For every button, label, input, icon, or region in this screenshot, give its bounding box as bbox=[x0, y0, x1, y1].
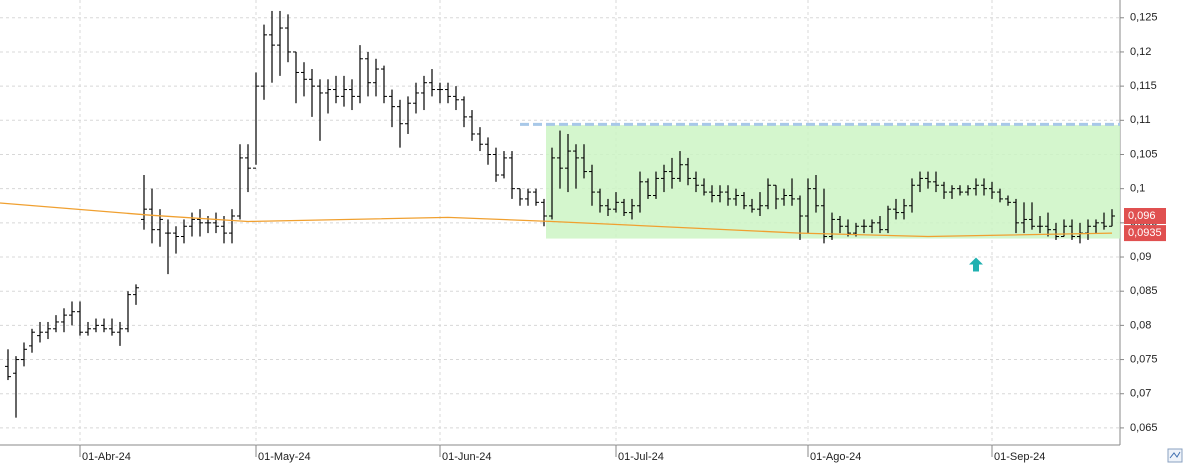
y-tick-label: 0,065 bbox=[1130, 422, 1158, 434]
y-tick-label: 0,105 bbox=[1130, 148, 1158, 160]
range-box bbox=[546, 125, 1120, 239]
y-tick-label: 0,11 bbox=[1130, 114, 1151, 126]
y-tick-label: 0,08 bbox=[1130, 319, 1151, 331]
icon-box[interactable] bbox=[1167, 448, 1183, 463]
last-label: 0,096 bbox=[1128, 210, 1156, 222]
last-label-box bbox=[1124, 225, 1166, 242]
x-tick-label: 01-Jun-24 bbox=[442, 451, 492, 463]
y-tick-label: 0,115 bbox=[1130, 80, 1157, 92]
x-tick-label: 01-May-24 bbox=[258, 451, 311, 463]
y-tick-label: 0,12 bbox=[1130, 46, 1151, 58]
last-label: 0,0935 bbox=[1128, 227, 1162, 239]
signal-arrow bbox=[969, 257, 983, 272]
moving-average bbox=[0, 202, 1113, 238]
y-tick-label: 0,085 bbox=[1130, 285, 1158, 297]
y-tick-label: 0,07 bbox=[1130, 388, 1151, 400]
y-tick-label: 0,125 bbox=[1130, 12, 1158, 24]
x-tick-label: 01-Ago-24 bbox=[810, 451, 861, 463]
y-tick-label: 0,1 bbox=[1130, 183, 1145, 195]
x-tick-label: 01-Jul-24 bbox=[618, 451, 664, 463]
x-tick-label: 01-Sep-24 bbox=[994, 451, 1045, 463]
icon-line[interactable] bbox=[1169, 451, 1181, 459]
y-tick-label: 0,09 bbox=[1130, 251, 1151, 263]
last-label-box bbox=[1124, 208, 1166, 225]
corner-icon[interactable] bbox=[1167, 448, 1183, 463]
y-tick-label: 0,075 bbox=[1130, 353, 1158, 365]
x-tick-label: 01-Abr-24 bbox=[82, 451, 131, 463]
